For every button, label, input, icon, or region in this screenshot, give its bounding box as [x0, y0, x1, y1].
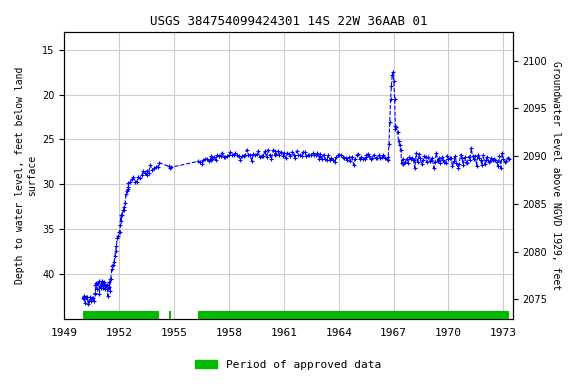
Title: USGS 384754099424301 14S 22W 36AAB 01: USGS 384754099424301 14S 22W 36AAB 01 — [150, 15, 427, 28]
Bar — [83, 311, 160, 319]
Y-axis label: Depth to water level, feet below land
surface: Depth to water level, feet below land su… — [15, 66, 37, 284]
Y-axis label: Groundwater level above NGVD 1929, feet: Groundwater level above NGVD 1929, feet — [551, 61, 561, 290]
Legend: Period of approved data: Period of approved data — [191, 356, 385, 375]
Bar — [198, 311, 509, 319]
Bar — [169, 311, 172, 319]
